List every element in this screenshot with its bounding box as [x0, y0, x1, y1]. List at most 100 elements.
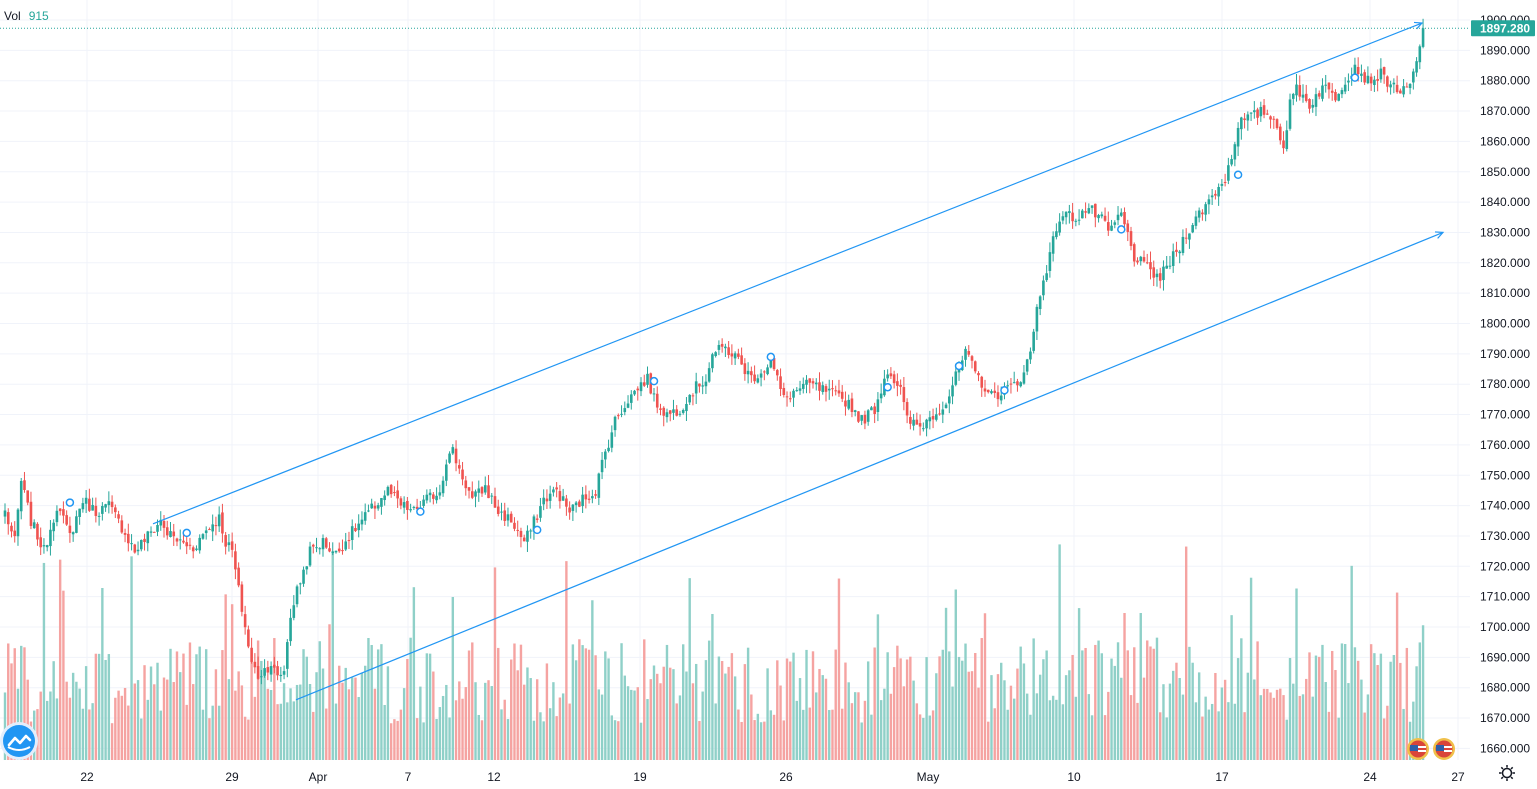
volume-bar	[581, 645, 584, 760]
candle-body	[1165, 265, 1169, 269]
candle-body	[957, 368, 961, 373]
candle-body	[211, 524, 214, 532]
volume-bar	[523, 684, 526, 760]
candle-body	[983, 388, 987, 392]
candle-body	[652, 393, 656, 395]
candle-body	[905, 402, 909, 416]
volume-bar	[685, 671, 688, 760]
volume-bar	[584, 648, 588, 760]
volume-bar	[1418, 642, 1422, 760]
candle-body	[1233, 144, 1237, 160]
volume-bar	[792, 652, 795, 760]
candle-body	[896, 381, 899, 386]
candle-body	[454, 448, 458, 464]
volume-bar	[682, 644, 685, 760]
candle-body	[256, 666, 260, 679]
volume-bar	[1272, 697, 1275, 760]
y-axis-tick-label: 1850.000	[1480, 165, 1530, 179]
candle-body	[1421, 28, 1425, 47]
volume-bar	[1288, 658, 1292, 760]
event-flags[interactable]	[1406, 736, 1462, 767]
candle-body	[286, 642, 289, 669]
candle-body	[529, 530, 532, 532]
candle-body	[204, 530, 208, 534]
volume-bar	[396, 720, 399, 760]
candle-body	[1304, 93, 1308, 101]
candle-body	[373, 505, 377, 509]
candle-body	[1347, 80, 1350, 83]
volume-bar	[925, 657, 928, 760]
volume-bar	[1334, 670, 1337, 760]
tradingview-logo-icon[interactable]	[3, 725, 35, 757]
candle-body	[1171, 251, 1175, 266]
volume-bar	[1266, 688, 1269, 760]
candle-body	[227, 542, 231, 546]
y-axis-tick-label: 1750.000	[1480, 468, 1530, 482]
candle-body	[1418, 46, 1422, 63]
candle-body	[831, 388, 834, 390]
volume-bar	[201, 709, 205, 760]
candle-body	[136, 549, 140, 552]
volume-bar	[555, 716, 558, 760]
volume-bar	[500, 709, 503, 760]
volume-bar	[1217, 711, 1220, 760]
upper-channel-line	[152, 22, 1423, 525]
candle-body	[1321, 85, 1324, 99]
volume-bar	[1376, 665, 1379, 760]
volume-bar	[276, 704, 279, 760]
candle-body	[1269, 116, 1272, 120]
volume-bar	[1000, 662, 1003, 760]
volume-bar	[565, 561, 568, 760]
volume-bar	[1421, 625, 1425, 760]
candle-body	[52, 522, 55, 532]
candle-body	[763, 371, 766, 373]
volume-bar	[367, 638, 370, 760]
volume-bar	[909, 656, 912, 760]
candle-body	[1353, 64, 1357, 75]
volume-bar	[107, 654, 111, 760]
volume-bar	[497, 647, 500, 760]
candle-body	[746, 370, 750, 375]
candle-body	[792, 390, 795, 398]
settings-gear-icon[interactable]	[1498, 764, 1516, 782]
candle-body	[75, 516, 78, 533]
volume-bar	[1350, 565, 1353, 760]
candle-body	[1366, 75, 1370, 84]
volume-bar	[977, 687, 980, 760]
candle-body	[847, 399, 850, 409]
volume-bar	[516, 670, 519, 760]
candle-body	[1006, 385, 1010, 387]
volume-bar	[282, 683, 286, 760]
y-axis-tick-label: 1870.000	[1480, 104, 1530, 118]
volume-bar	[1032, 638, 1035, 760]
volume-bar	[1379, 653, 1383, 760]
volume-bar	[312, 711, 315, 760]
volume-bar	[759, 722, 763, 760]
volume-bar	[1155, 637, 1159, 760]
volume-bar	[480, 720, 484, 760]
volume-bar	[1103, 715, 1107, 760]
volume-bar	[844, 662, 847, 760]
candle-body	[321, 538, 325, 550]
candle-body	[266, 667, 270, 673]
volume-bar	[954, 589, 957, 760]
candle-body	[1337, 93, 1340, 101]
candle-body	[32, 522, 36, 529]
candle-body	[811, 381, 815, 384]
candle-body	[850, 398, 854, 413]
volume-bar	[172, 682, 175, 760]
volume-bar	[795, 700, 798, 760]
candle-body	[1272, 118, 1276, 120]
candle-body	[3, 510, 7, 517]
volume-bar	[120, 695, 124, 760]
volume-bar	[263, 669, 266, 760]
candle-body	[539, 506, 542, 518]
candle-body	[724, 346, 727, 349]
candle-body	[840, 391, 844, 399]
volume-bar	[675, 703, 678, 760]
volume-bar	[325, 708, 328, 760]
candle-body	[1022, 372, 1026, 384]
candle-body	[422, 499, 425, 506]
